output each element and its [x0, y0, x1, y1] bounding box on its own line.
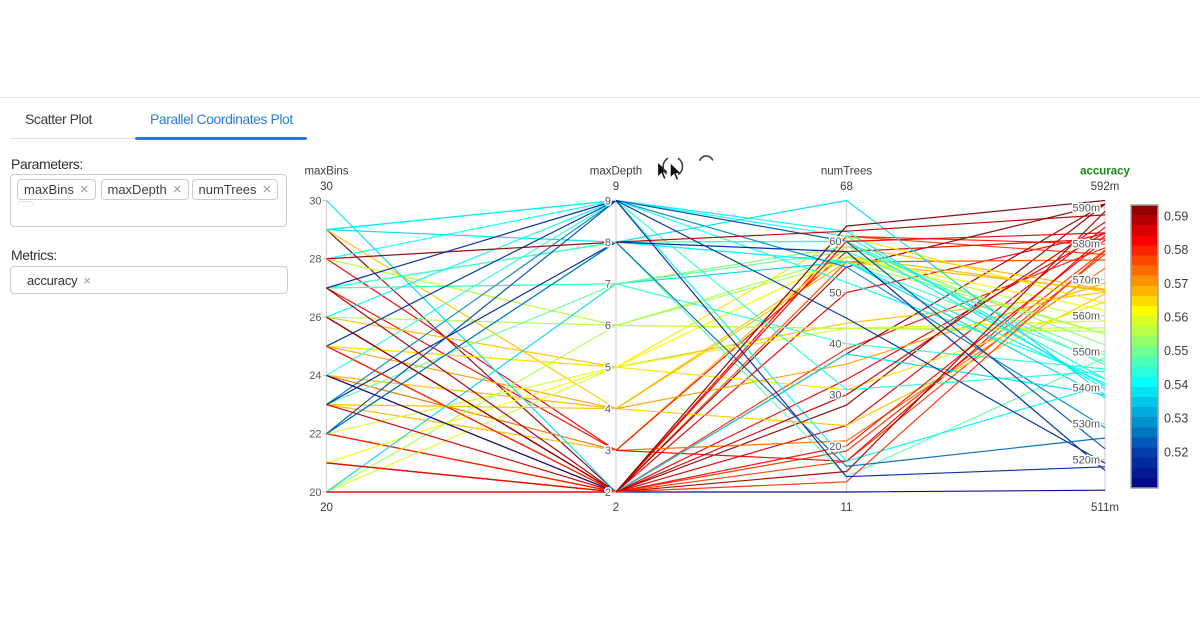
svg-text:30: 30 [320, 181, 333, 193]
svg-text:0.58: 0.58 [1164, 243, 1188, 257]
svg-text:7: 7 [605, 279, 611, 291]
svg-text:3: 3 [605, 445, 611, 457]
svg-text:2: 2 [613, 502, 619, 514]
svg-text:6: 6 [605, 320, 611, 332]
svg-text:511m: 511m [1091, 502, 1119, 514]
svg-text:0.54: 0.54 [1164, 378, 1188, 392]
svg-text:0.52: 0.52 [1164, 445, 1188, 459]
svg-text:11: 11 [841, 502, 853, 514]
svg-text:maxDepth: maxDepth [590, 166, 642, 178]
svg-text:520m: 520m [1072, 454, 1100, 466]
svg-text:20: 20 [309, 487, 321, 499]
svg-text:60: 60 [829, 236, 841, 248]
svg-text:40: 40 [829, 339, 841, 351]
svg-text:5: 5 [605, 362, 611, 374]
svg-text:592m: 592m [1091, 181, 1120, 193]
svg-text:2: 2 [605, 487, 611, 499]
svg-text:20: 20 [320, 502, 333, 514]
svg-text:540m: 540m [1072, 382, 1100, 394]
svg-text:30: 30 [309, 195, 321, 207]
svg-text:530m: 530m [1072, 418, 1100, 430]
svg-text:maxBins: maxBins [304, 166, 348, 178]
svg-text:20: 20 [829, 441, 841, 453]
svg-text:0.57: 0.57 [1164, 277, 1188, 291]
svg-text:28: 28 [309, 254, 321, 266]
svg-text:24: 24 [309, 370, 321, 382]
svg-text:0.53: 0.53 [1164, 412, 1188, 426]
svg-text:26: 26 [309, 312, 321, 324]
svg-text:4: 4 [605, 404, 611, 416]
svg-text:9: 9 [613, 181, 619, 193]
svg-text:numTrees: numTrees [821, 166, 873, 178]
svg-text:50: 50 [829, 287, 841, 299]
svg-text:560m: 560m [1072, 311, 1100, 323]
svg-text:22: 22 [309, 429, 321, 441]
svg-text:0.56: 0.56 [1164, 311, 1188, 325]
svg-text:0.59: 0.59 [1164, 209, 1188, 223]
svg-text:68: 68 [840, 181, 853, 193]
svg-text:accuracy: accuracy [1080, 166, 1130, 178]
svg-text:0.55: 0.55 [1164, 344, 1188, 358]
svg-text:8: 8 [605, 237, 611, 249]
svg-text:30: 30 [829, 390, 841, 402]
svg-text:9: 9 [605, 195, 611, 207]
svg-text:590m: 590m [1072, 203, 1100, 215]
svg-text:550m: 550m [1072, 346, 1100, 358]
svg-text:570m: 570m [1072, 275, 1100, 287]
svg-text:580m: 580m [1072, 239, 1100, 251]
